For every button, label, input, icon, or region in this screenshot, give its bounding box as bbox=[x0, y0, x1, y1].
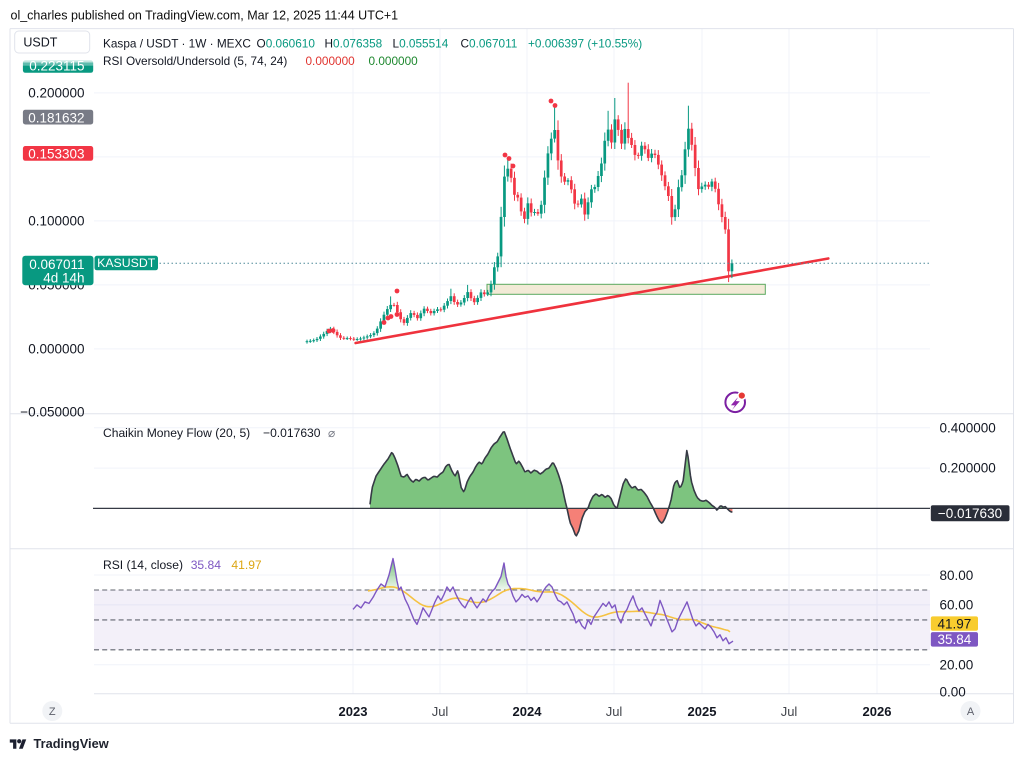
svg-text:2026: 2026 bbox=[863, 704, 892, 719]
svg-text:−0.050000: −0.050000 bbox=[20, 404, 84, 419]
svg-text:Z: Z bbox=[49, 706, 56, 718]
svg-text:Chaikin Money Flow (20, 5)−0.0: Chaikin Money Flow (20, 5) −0.017630 ⌀ bbox=[103, 426, 335, 440]
svg-text:0.153303: 0.153303 bbox=[28, 147, 84, 162]
svg-text:80.00: 80.00 bbox=[940, 568, 974, 583]
svg-text:−0.017630: −0.017630 bbox=[938, 506, 1002, 521]
svg-text:35.84: 35.84 bbox=[938, 632, 972, 647]
svg-text:Jul: Jul bbox=[606, 704, 623, 719]
svg-text:ol_charles published on Tradin: ol_charles published on TradingView.com,… bbox=[11, 9, 399, 23]
svg-text:USDT: USDT bbox=[23, 36, 57, 50]
svg-text:KASUSDT: KASUSDT bbox=[97, 256, 156, 270]
svg-text:60.00: 60.00 bbox=[940, 598, 974, 613]
svg-text:2024: 2024 bbox=[513, 704, 543, 719]
svg-text:RSI Oversold/Undersold (5, 74,: RSI Oversold/Undersold (5, 74, 24) 0.0000… bbox=[103, 54, 418, 68]
svg-text:0.181632: 0.181632 bbox=[28, 110, 84, 125]
svg-text:20.00: 20.00 bbox=[940, 658, 974, 673]
svg-text:0.400000: 0.400000 bbox=[940, 420, 996, 435]
svg-text:Jul: Jul bbox=[781, 704, 798, 719]
svg-text:Jul: Jul bbox=[432, 704, 449, 719]
svg-text:4d 14h: 4d 14h bbox=[43, 271, 84, 286]
svg-text:2025: 2025 bbox=[688, 704, 717, 719]
svg-text:TradingView: TradingView bbox=[34, 736, 109, 751]
svg-text:0.200000: 0.200000 bbox=[940, 461, 996, 476]
svg-text:0.00: 0.00 bbox=[940, 685, 966, 700]
svg-text:0.100000: 0.100000 bbox=[28, 214, 84, 229]
svg-text:0.200000: 0.200000 bbox=[28, 86, 84, 101]
svg-text:2023: 2023 bbox=[339, 704, 368, 719]
svg-text:A: A bbox=[967, 706, 975, 718]
svg-text:0.000000: 0.000000 bbox=[28, 342, 84, 357]
svg-text:0.067011: 0.067011 bbox=[29, 257, 84, 272]
svg-text:41.97: 41.97 bbox=[938, 616, 972, 631]
